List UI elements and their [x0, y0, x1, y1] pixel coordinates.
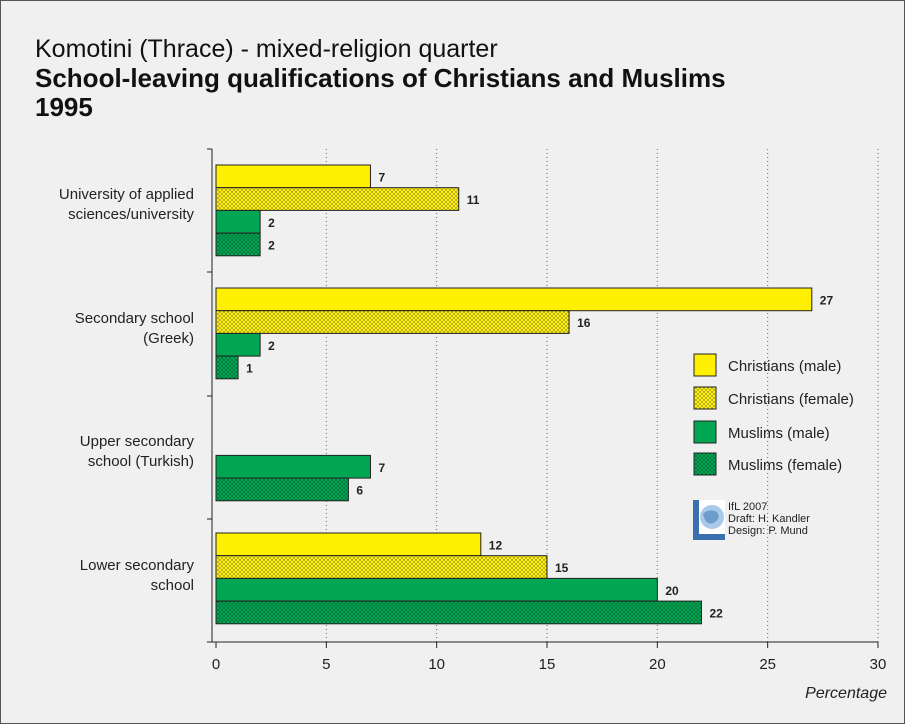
bar	[215, 555, 548, 579]
bar-value-label: 27	[820, 293, 834, 307]
credit-line-1: IfL 2007	[728, 501, 768, 513]
category-label: sciences/university	[68, 206, 194, 223]
bar	[215, 232, 261, 257]
bar-value-label: 6	[356, 483, 363, 497]
credit-line-3: Design: P. Mund	[728, 525, 808, 537]
bar-value-label: 22	[709, 606, 723, 620]
legend-label: Christians (male)	[728, 358, 841, 375]
title-block: Komotini (Thrace) - mixed-religion quart…	[35, 35, 726, 122]
bar	[215, 332, 261, 357]
bar	[215, 187, 460, 211]
bar-value-label: 2	[268, 238, 275, 252]
category-label: Secondary school	[75, 310, 194, 327]
legend: Christians (male) Christians (female) Musl…	[693, 353, 854, 476]
x-tick-label: 25	[759, 656, 776, 673]
bar	[215, 164, 371, 189]
chart-title-line-2: School-leaving qualifications of Christi…	[35, 63, 726, 93]
category-label: Lower secondary	[80, 557, 195, 574]
category-label: University of applied	[59, 186, 194, 203]
bar	[215, 287, 813, 312]
bar	[215, 209, 261, 234]
x-tick-label: 20	[649, 656, 666, 673]
x-tick-label: 30	[870, 656, 887, 673]
bar-value-label: 12	[489, 538, 503, 552]
legend-swatch	[693, 420, 717, 444]
bar	[215, 477, 349, 502]
axes-group: 0 5 10 15 20 25 30	[207, 148, 887, 673]
bar-value-label: 2	[268, 339, 275, 353]
bar-value-label: 11	[467, 193, 480, 207]
category-label: school (Turkish)	[88, 453, 194, 470]
bar-value-label: 7	[378, 461, 385, 475]
legend-swatch	[693, 452, 717, 476]
bar-value-label: 16	[577, 316, 591, 330]
category-label: Upper secondary	[80, 433, 195, 450]
bar-value-label: 15	[555, 561, 569, 575]
bar	[215, 355, 239, 380]
bar	[215, 310, 570, 334]
x-tick-label: 15	[539, 656, 556, 673]
credit-block: IfL 2007 Draft: H. Kandler Design: P. Mu…	[693, 498, 883, 546]
x-tick-label: 0	[212, 656, 220, 673]
legend-swatch	[693, 386, 717, 410]
category-label: school	[151, 577, 194, 594]
globe-logo-icon	[693, 500, 725, 540]
bar-value-label: 2	[268, 216, 275, 230]
bar-value-label: 20	[665, 584, 679, 598]
category-label: (Greek)	[143, 330, 194, 347]
bar	[215, 532, 482, 557]
category-labels: University of applied sciences/university…	[59, 186, 195, 594]
credit-line-2: Draft: H. Kandler	[728, 513, 810, 525]
legend-label: Muslims (male)	[728, 425, 830, 442]
bar-value-label: 7	[378, 170, 385, 184]
chart-title-line-1: Komotini (Thrace) - mixed-religion quart…	[35, 35, 498, 63]
chart-title-line-3: 1995	[35, 92, 93, 122]
bar	[215, 600, 702, 625]
legend-label: Muslims (female)	[728, 457, 842, 474]
bar-value-label: 1	[246, 361, 253, 375]
x-tick-label: 5	[322, 656, 330, 673]
legend-swatch	[693, 353, 717, 377]
x-axis-label: Percentage	[805, 685, 887, 702]
x-tick-label: 10	[428, 656, 445, 673]
bar	[215, 577, 658, 602]
legend-label: Christians (female)	[728, 391, 854, 408]
bar	[215, 454, 371, 479]
